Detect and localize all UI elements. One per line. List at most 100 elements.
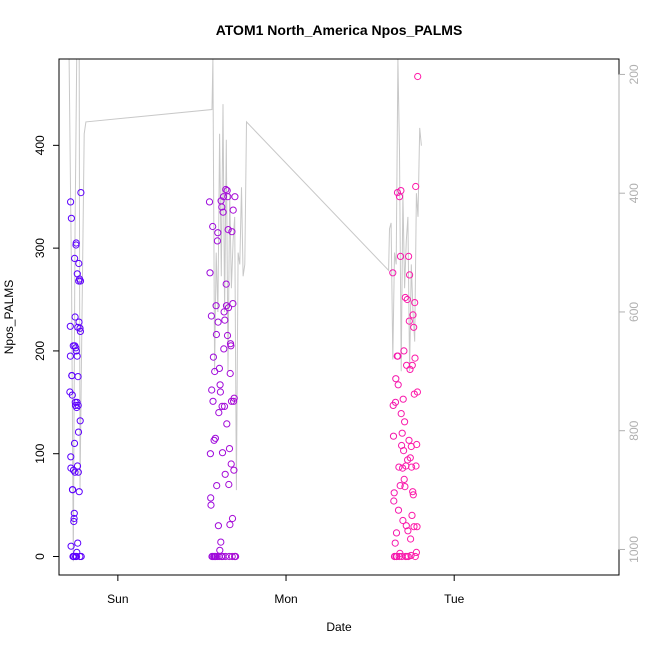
data-point [77,189,85,197]
data-point [69,466,78,474]
data-point [394,506,403,514]
y-tick-label: 400 [33,135,47,155]
data-point [391,539,399,547]
data-point [411,299,419,307]
pressure-line [68,59,422,562]
data-point [230,466,238,474]
data-point [69,486,77,494]
data-point [225,480,233,489]
data-point [389,269,397,277]
data-point [220,402,229,410]
data-point [399,516,407,525]
data-point [228,514,237,523]
data-point [402,522,410,530]
data-point [76,327,85,335]
data-point [70,439,79,447]
data-point [71,313,79,321]
data-point [216,381,224,389]
data-point [218,449,227,457]
x-axis-label: Date [326,620,352,634]
data-points-layer [66,72,422,561]
data-point [219,193,228,201]
data-point [407,535,415,543]
data-point [228,228,236,236]
data-point [406,454,414,462]
data-point [414,72,422,81]
y-axis-right: 200 400 600 800 1000 [618,64,641,563]
data-point [221,316,229,324]
data-point [408,361,416,369]
data-point [70,514,78,523]
y-tick-label: 200 [33,341,47,361]
data-point [397,187,405,195]
y-axis-label: Npos_PALMS [2,280,16,354]
data-point [406,365,414,373]
data-point [222,185,230,194]
y-axis: 0 100 200 300 400 [33,135,60,560]
x-axis: Sun Mon Tue [107,574,465,606]
data-point [214,522,222,530]
data-point [396,252,405,260]
data-point [76,277,85,285]
data-point [209,222,217,231]
data-point [226,521,234,529]
data-point [395,463,403,471]
data-point [223,420,231,428]
data-point [205,198,214,206]
data-point [409,311,417,319]
data-point [71,254,79,262]
data-point [412,182,420,191]
data-point [390,497,398,505]
data-point [74,373,82,381]
data-point [217,538,225,546]
data-point [392,375,400,383]
data-point [207,312,215,320]
data-point [391,398,400,406]
data-point [72,552,81,561]
data-point [207,494,215,502]
data-point [412,548,420,557]
data-point [219,208,227,216]
data-point [67,453,75,461]
data-point [75,488,83,496]
data-point [71,468,79,476]
data-point [208,386,216,394]
data-point [77,552,85,561]
data-point [221,470,229,478]
data-point [68,391,76,399]
data-point [390,489,398,497]
data-point [407,551,415,560]
data-point [76,324,84,332]
data-point [210,436,218,444]
data-point [213,482,221,490]
data-point [230,397,238,405]
x-tick-label: Mon [274,592,297,606]
data-point [401,418,409,426]
data-point [74,539,82,547]
data-point [67,214,76,222]
data-point [400,347,408,355]
data-point [72,239,80,247]
y-tick-label: 0 [33,553,47,560]
data-point [398,429,406,437]
chart-title: ATOM1 North_America Npos_PALMS [216,22,463,38]
data-point [74,468,82,476]
x-tick-label: Sun [107,592,128,606]
right-tick-label: 400 [627,183,641,203]
data-point [230,394,238,402]
data-point [224,304,233,312]
data-point [66,352,75,360]
data-point [405,252,413,260]
data-point [411,354,419,362]
data-point [67,198,75,206]
data-point [212,302,220,310]
data-point [227,460,235,468]
y-tick-label: 300 [33,238,47,258]
data-point [401,293,409,302]
data-point [224,193,232,201]
data-point [223,331,232,340]
data-point [222,302,231,310]
data-point [229,300,237,308]
data-point [212,330,220,339]
